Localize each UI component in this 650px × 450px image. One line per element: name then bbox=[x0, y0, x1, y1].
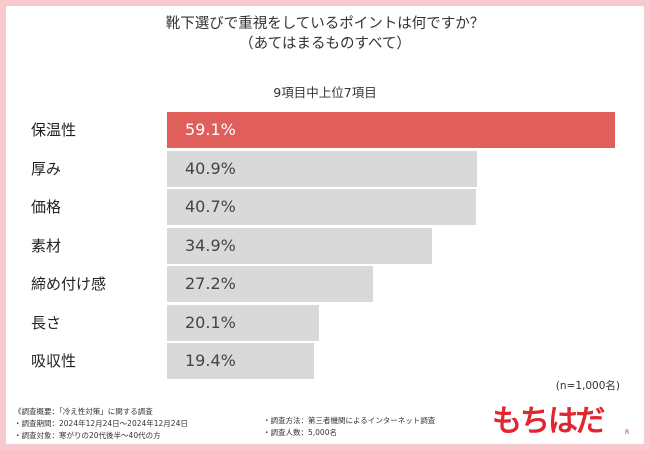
survey-details-right: ・調査方法：第三者機関によるインターネット調査 ・調査人数：5,000名 bbox=[263, 415, 435, 439]
brand-logo: もちはだ bbox=[492, 404, 605, 439]
category-label: 厚み bbox=[31, 160, 62, 178]
bar bbox=[167, 228, 432, 264]
chart-subtitle: 9項目中上位7項目 bbox=[273, 85, 377, 100]
bar bbox=[167, 266, 374, 302]
chart-card: 靴下選びで重視をしているポイントは何ですか？ （あてはまるものすべて） 9項目中… bbox=[6, 6, 644, 444]
bar bbox=[167, 112, 616, 148]
sample-size-note: (n=1,000名) bbox=[555, 380, 620, 392]
category-label: 締め付け感 bbox=[31, 275, 107, 293]
bar-value-label: 34.9% bbox=[185, 236, 236, 255]
bar-value-label: 40.9% bbox=[185, 159, 236, 178]
chart-title-line2: （あてはまるものすべて） bbox=[239, 36, 411, 52]
bar-value-label: 27.2% bbox=[185, 274, 236, 293]
bar bbox=[167, 305, 320, 341]
category-label: 価格 bbox=[31, 198, 62, 216]
category-label: 保温性 bbox=[31, 121, 77, 139]
category-label: 長さ bbox=[31, 314, 62, 332]
brand-registered-mark: R bbox=[625, 429, 630, 436]
bar-value-label: 20.1% bbox=[185, 313, 236, 332]
survey-target: ・調査対象：寒がりの20代後半～40代の方 bbox=[14, 431, 161, 440]
bar-value-label: 40.7% bbox=[185, 197, 236, 216]
survey-method: ・調査方法：第三者機関によるインターネット調査 bbox=[263, 416, 436, 425]
category-label: 吸収性 bbox=[31, 352, 77, 370]
bar-value-label: 19.4% bbox=[185, 351, 236, 370]
survey-heading: 《調査概要：「冷え性対策」に関する調査 bbox=[14, 407, 153, 416]
survey-details: 《調査概要：「冷え性対策」に関する調査 ・調査期間：2024年12月24日～20… bbox=[14, 406, 188, 442]
survey-period: ・調査期間：2024年12月24日～2024年12月24日 bbox=[14, 419, 188, 428]
chart-title: 靴下選びで重視をしているポイントは何ですか？ bbox=[165, 16, 485, 32]
bar bbox=[167, 151, 478, 187]
bar bbox=[167, 189, 476, 225]
survey-count: ・調査人数：5,000名 bbox=[263, 428, 337, 437]
bar bbox=[167, 343, 315, 379]
bar-value-label: 59.1% bbox=[185, 120, 236, 139]
category-label: 素材 bbox=[31, 237, 62, 255]
